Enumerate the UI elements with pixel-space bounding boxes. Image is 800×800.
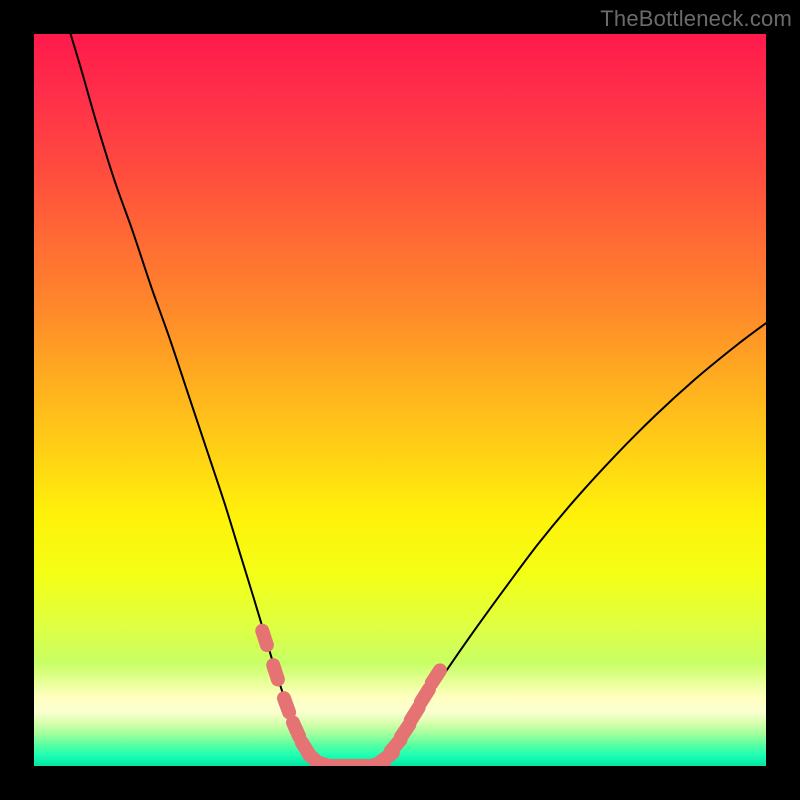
chart-gradient-bg: [34, 34, 766, 766]
chart-stage: TheBottleneck.com: [0, 0, 800, 800]
watermark-label: TheBottleneck.com: [600, 6, 792, 32]
heatmap-v-curve-chart: [0, 0, 800, 800]
